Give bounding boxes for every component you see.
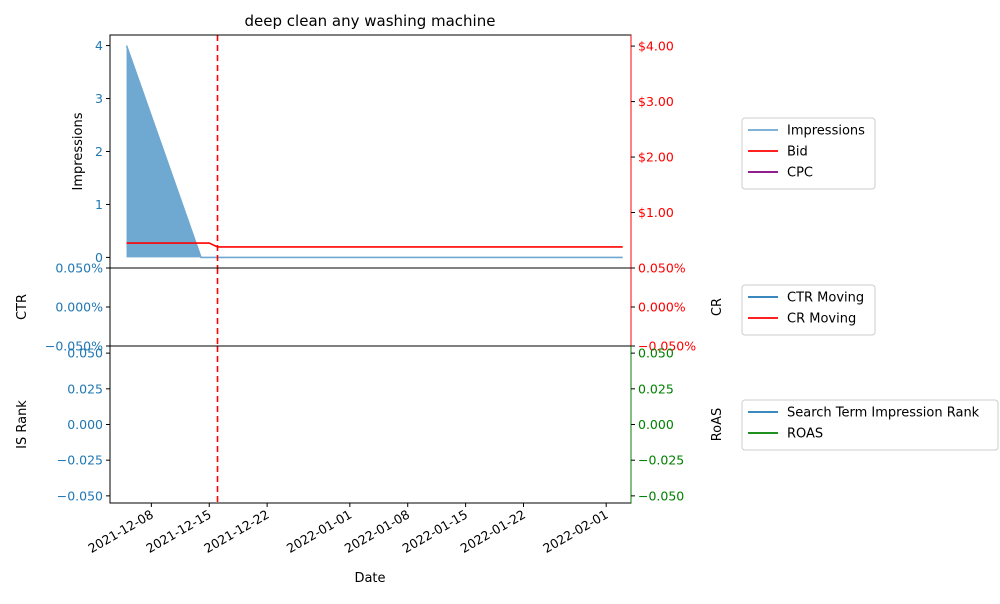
x-tick-label: 2022-01-01 xyxy=(284,507,354,556)
legend-entry: CPC xyxy=(787,166,813,181)
series-line-impressions xyxy=(125,45,623,259)
right-tick-label: 0.050% xyxy=(638,261,686,276)
left-tick-label: 0 xyxy=(95,250,103,265)
right-tick-label: $2.00 xyxy=(638,150,674,165)
legend-entry: ROAS xyxy=(787,427,823,442)
right-tick-label: −0.025 xyxy=(638,453,684,468)
left-tick-label: 0.050 xyxy=(67,346,103,361)
left-tick-label: 4 xyxy=(95,38,103,53)
left-tick-label: −0.025 xyxy=(57,453,103,468)
right-axis-label: CR xyxy=(710,298,725,316)
legend-entry: CTR Moving xyxy=(787,291,864,306)
left-tick-label: 2 xyxy=(95,144,103,159)
x-tick-label: 2022-01-08 xyxy=(342,507,412,556)
left-tick-label: 0.000% xyxy=(55,300,103,315)
series-line-bid xyxy=(126,242,623,248)
x-tick-label: 2022-01-15 xyxy=(400,507,470,556)
x-tick-label: 2021-12-08 xyxy=(85,507,155,556)
x-axis-label: Date xyxy=(354,571,385,586)
left-tick-label: 0.000 xyxy=(67,417,103,432)
legend-entry: Impressions xyxy=(787,124,865,139)
x-tick-label: 2021-12-15 xyxy=(143,507,213,556)
right-tick-label: −0.050% xyxy=(638,339,696,354)
right-tick-label: $4.00 xyxy=(638,39,674,54)
right-tick-label: 0.000 xyxy=(638,417,674,432)
chart-title: deep clean any washing machine xyxy=(245,12,496,30)
left-tick-label: 0.050% xyxy=(55,261,103,276)
right-tick-label: 0.050 xyxy=(638,346,674,361)
x-tick-label: 2022-02-01 xyxy=(540,507,610,556)
right-tick-label: $1.00 xyxy=(638,205,674,220)
left-axis-label: CTR xyxy=(15,294,30,320)
x-tick-label: 2021-12-22 xyxy=(201,507,271,556)
left-tick-label: 3 xyxy=(95,91,103,106)
right-tick-label: 0.000% xyxy=(638,300,686,315)
left-tick-label: 1 xyxy=(95,197,103,212)
right-tick-label: 0.025 xyxy=(638,381,674,396)
left-axis-label: IS Rank xyxy=(15,400,30,449)
legend-entry: CR Moving xyxy=(787,312,856,327)
legend-entry: Search Term Impression Rank xyxy=(787,406,980,421)
series-fill-impressions xyxy=(126,45,623,258)
panel-frame xyxy=(109,345,632,504)
right-tick-label: $3.00 xyxy=(638,94,674,109)
left-tick-label: 0.025 xyxy=(67,381,103,396)
right-axis-label: RoAS xyxy=(710,408,725,442)
right-tick-label: −0.050 xyxy=(638,488,684,503)
x-tick-label: 2022-01-22 xyxy=(458,507,528,556)
legend-entry: Bid xyxy=(787,145,808,160)
legend-box xyxy=(741,399,999,451)
left-tick-label: −0.050 xyxy=(57,488,103,503)
left-axis-label: Impressions xyxy=(71,112,86,190)
left-tick-label: −0.050% xyxy=(45,339,103,354)
panel-frame xyxy=(109,267,632,347)
